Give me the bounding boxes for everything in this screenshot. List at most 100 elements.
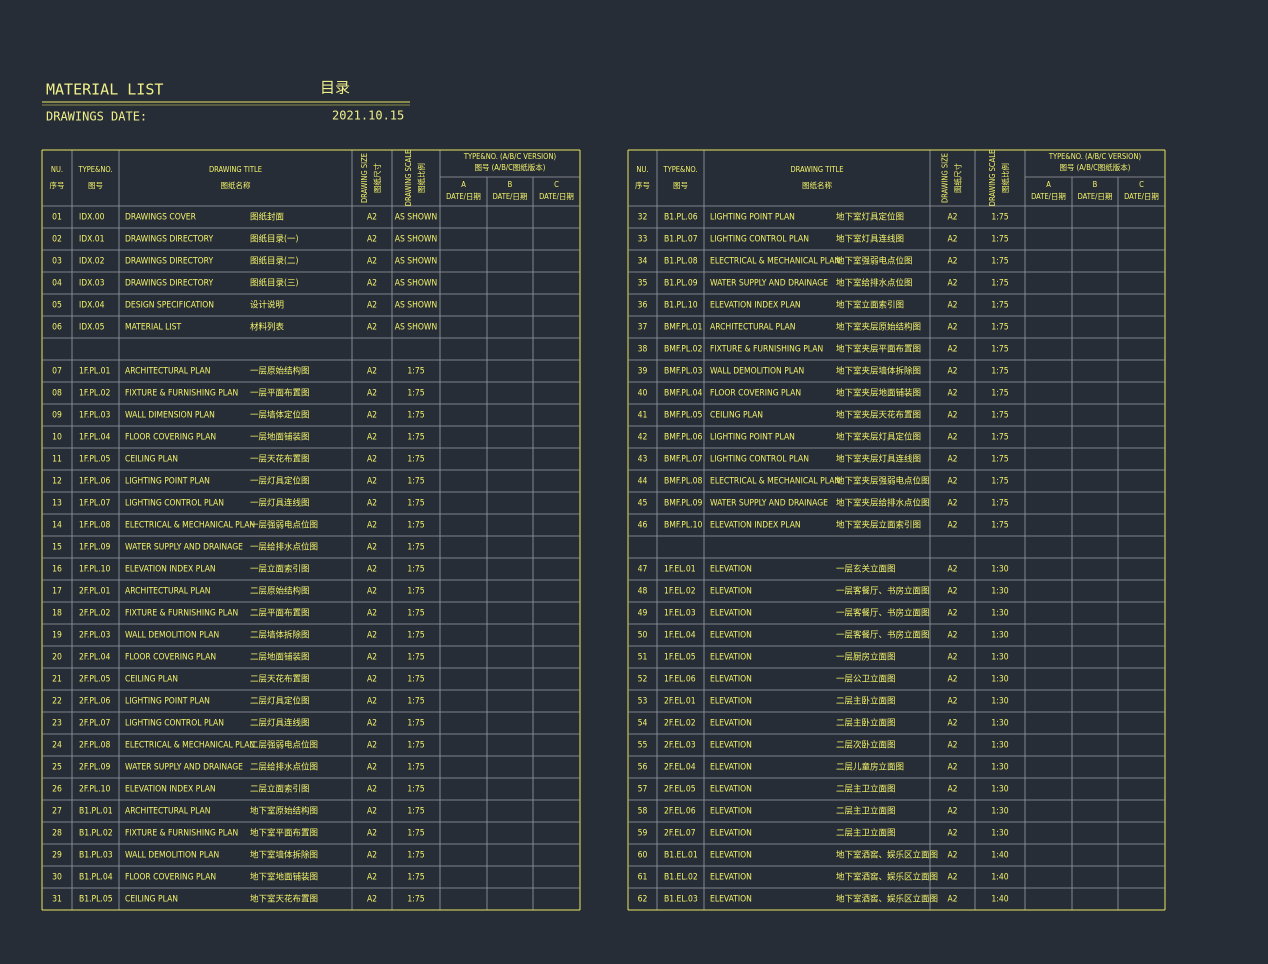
header-label: DATE/日期 [446, 192, 481, 201]
drawing-title-cn: 图纸目录(一) [250, 234, 298, 245]
row-number: 51 [638, 653, 648, 663]
row-number: 32 [638, 213, 648, 223]
drawing-size: A2 [367, 499, 377, 509]
drawing-title: ELEVATION [710, 851, 752, 861]
drawing-size: A2 [367, 389, 377, 399]
drawing-title-cn: 二层原始结构图 [250, 586, 310, 597]
header-label: DATE/日期 [1078, 192, 1113, 201]
drawing-number: B1.PL.01 [79, 807, 113, 817]
drawing-number: 1F.PL.05 [79, 455, 110, 465]
drawing-scale: AS SHOWN [395, 257, 437, 267]
drawing-title-cn: 一层墙体定位图 [250, 410, 310, 421]
drawing-number: BMF.PL.08 [664, 477, 702, 487]
drawing-title: CEILING PLAN [125, 895, 178, 905]
row-number: 08 [52, 389, 62, 399]
drawing-number: BMF.PL.03 [664, 367, 702, 377]
row-number: 23 [52, 719, 62, 729]
drawing-title-cn: 地下室酒窖、娱乐区立面图 [836, 850, 938, 861]
drawing-scale: 1:30 [991, 587, 1008, 597]
drawing-size: A2 [947, 829, 957, 839]
drawing-title-cn: 一层厨房立面图 [836, 652, 896, 663]
drawing-title-cn: 二层主卫立面图 [836, 784, 896, 795]
drawing-number: BMF.PL.04 [664, 389, 702, 399]
drawing-number: BMF.PL.02 [664, 345, 702, 355]
row-number: 44 [638, 477, 648, 487]
drawing-title: ELECTRICAL & MECHANICAL PLAN [125, 521, 255, 531]
drawing-scale: 1:75 [407, 763, 424, 773]
drawing-size: A2 [947, 763, 957, 773]
drawing-scale: 1:75 [991, 477, 1008, 487]
drawing-size: A2 [947, 477, 957, 487]
drawing-title-cn: 一层客餐厅、书房立面图 [836, 586, 930, 597]
drawing-size: A2 [367, 697, 377, 707]
row-number: 41 [638, 411, 648, 421]
drawing-number: IDX.05 [79, 323, 105, 333]
drawing-title-cn: 二层平面布置图 [250, 608, 310, 619]
row-number: 19 [52, 631, 62, 641]
drawing-size: A2 [367, 719, 377, 729]
drawing-number: 2F.PL.03 [79, 631, 110, 641]
drawing-number: 1F.PL.04 [79, 433, 110, 443]
row-number: 55 [638, 741, 648, 751]
drawing-number: B1.PL.03 [79, 851, 113, 861]
drawing-number: 2F.EL.07 [664, 829, 696, 839]
drawing-title: DRAWINGS DIRECTORY [125, 257, 213, 267]
drawing-number: BMF.PL.01 [664, 323, 702, 333]
drawing-number: 2F.EL.05 [664, 785, 696, 795]
drawing-title: ELEVATION [710, 873, 752, 883]
drawing-title-cn: 二层次卧立面图 [836, 740, 896, 751]
drawing-scale: 1:30 [991, 653, 1008, 663]
drawing-scale: 1:75 [407, 873, 424, 883]
drawing-size: A2 [367, 543, 377, 553]
header-label: DATE/日期 [539, 192, 574, 201]
drawing-scale: 1:30 [991, 807, 1008, 817]
row-number: 05 [52, 301, 62, 311]
drawing-number: 2F.EL.04 [664, 763, 696, 773]
drawing-size: A2 [947, 653, 957, 663]
drawing-title: LIGHTING POINT PLAN [710, 213, 795, 223]
drawing-size: A2 [947, 213, 957, 223]
drawing-number: IDX.01 [79, 235, 105, 245]
header-label: DRAWING TITLE [790, 165, 843, 174]
header-label: C [1139, 180, 1144, 189]
drawing-size: A2 [367, 301, 377, 311]
drawing-scale: AS SHOWN [395, 301, 437, 311]
drawing-number: 2F.PL.05 [79, 675, 110, 685]
row-number: 13 [52, 499, 62, 509]
drawing-number: B1.EL.01 [664, 851, 698, 861]
drawing-title: WATER SUPPLY AND DRAINAGE [710, 499, 828, 509]
row-number: 17 [52, 587, 62, 597]
drawing-number: 2F.EL.02 [664, 719, 696, 729]
drawing-scale: 1:75 [991, 345, 1008, 355]
drawing-title-cn: 地下室酒窖、娱乐区立面图 [836, 894, 938, 905]
drawing-title: ELEVATION [710, 565, 752, 575]
drawing-size: A2 [367, 433, 377, 443]
drawing-title: FIXTURE & FURNISHING PLAN [710, 345, 823, 355]
row-number: 06 [52, 323, 62, 333]
row-number: 12 [52, 477, 62, 487]
drawing-title: LIGHTING CONTROL PLAN [710, 455, 809, 465]
drawing-title-cn: 地下室酒窖、娱乐区立面图 [836, 872, 938, 883]
drawing-title-cn: 二层立面索引图 [250, 784, 310, 795]
drawing-title: ELECTRICAL & MECHANICAL PLAN [125, 741, 255, 751]
row-number: 47 [638, 565, 648, 575]
row-number: 45 [638, 499, 648, 509]
drawing-title: ARCHITECTURAL PLAN [125, 587, 210, 597]
drawing-number: B1.PL.05 [79, 895, 113, 905]
drawing-size: A2 [947, 609, 957, 619]
drawing-title-cn: 地下室夹层地面铺装图 [836, 388, 921, 399]
drawing-size: A2 [367, 455, 377, 465]
row-number: 29 [52, 851, 62, 861]
drawing-number: 2F.EL.01 [664, 697, 696, 707]
drawing-title-cn: 一层天花布置图 [250, 454, 310, 465]
row-number: 59 [638, 829, 648, 839]
drawing-title-cn: 一层客餐厅、书房立面图 [836, 630, 930, 641]
drawing-title: ELECTRICAL & MECHANICAL PLAN [710, 477, 840, 487]
drawing-scale: 1:75 [407, 741, 424, 751]
drawing-scale: 1:75 [991, 323, 1008, 333]
drawing-number: B1.PL.09 [664, 279, 698, 289]
drawing-title-cn: 一层灯具定位图 [250, 476, 310, 487]
drawing-scale: 1:30 [991, 785, 1008, 795]
drawing-title-cn: 地下室给排水点位图 [836, 278, 913, 289]
drawing-size: A2 [367, 323, 377, 333]
